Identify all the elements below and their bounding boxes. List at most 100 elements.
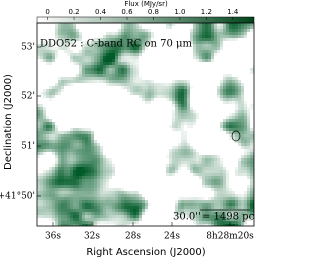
image-pixel	[88, 221, 91, 224]
image-pixel	[139, 77, 142, 80]
image-pixel	[37, 182, 40, 185]
image-pixel	[118, 194, 121, 197]
image-pixel	[103, 176, 106, 179]
image-pixel	[85, 68, 88, 71]
image-pixel	[169, 125, 172, 128]
image-pixel	[184, 86, 187, 89]
image-pixel	[223, 212, 226, 215]
image-pixel	[76, 218, 79, 221]
image-pixel	[70, 203, 73, 206]
image-pixel	[73, 206, 76, 209]
image-pixel	[91, 203, 94, 206]
image-pixel	[91, 188, 94, 191]
image-pixel	[103, 158, 106, 161]
image-pixel	[49, 122, 52, 125]
image-pixel	[211, 170, 214, 173]
image-pixel	[181, 119, 184, 122]
image-pixel	[205, 221, 208, 224]
image-pixel	[175, 161, 178, 164]
image-pixel	[64, 185, 67, 188]
image-pixel	[184, 200, 187, 203]
image-pixel	[205, 158, 208, 161]
image-pixel	[187, 215, 190, 218]
image-pixel	[67, 167, 70, 170]
image-pixel	[181, 98, 184, 101]
image-pixel	[112, 41, 115, 44]
image-pixel	[202, 23, 205, 26]
image-pixel	[112, 62, 115, 65]
image-pixel	[154, 95, 157, 98]
image-pixel	[196, 173, 199, 176]
image-pixel	[46, 209, 49, 212]
image-pixel	[97, 167, 100, 170]
image-pixel	[94, 170, 97, 173]
image-pixel	[226, 128, 229, 131]
image-pixel	[88, 188, 91, 191]
image-pixel	[205, 176, 208, 179]
image-pixel	[235, 173, 238, 176]
image-pixel	[124, 59, 127, 62]
image-pixel	[253, 185, 254, 188]
image-pixel	[187, 86, 190, 89]
image-pixel	[46, 143, 49, 146]
image-pixel	[73, 131, 76, 134]
image-pixel	[193, 173, 196, 176]
x-axis-label: Right Ascension (J2000)	[86, 247, 205, 258]
image-pixel	[250, 155, 253, 158]
image-pixel	[223, 125, 226, 128]
image-pixel	[58, 41, 61, 44]
image-pixel	[202, 44, 205, 47]
image-pixel	[235, 131, 238, 134]
image-pixel	[145, 101, 148, 104]
image-pixel	[250, 179, 253, 182]
image-pixel	[211, 203, 214, 206]
image-pixel	[130, 71, 133, 74]
image-pixel	[193, 200, 196, 203]
image-pixel	[100, 164, 103, 167]
image-pixel	[253, 167, 254, 170]
image-pixel	[172, 113, 175, 116]
image-pixel	[196, 38, 199, 41]
image-pixel	[211, 188, 214, 191]
image-pixel	[40, 53, 43, 56]
image-pixel	[58, 89, 61, 92]
image-pixel	[181, 113, 184, 116]
image-pixel	[178, 89, 181, 92]
image-pixel	[136, 32, 139, 35]
image-pixel	[55, 179, 58, 182]
image-pixel	[61, 80, 64, 83]
image-pixel	[247, 206, 250, 209]
image-pixel	[91, 134, 94, 137]
image-pixel	[217, 188, 220, 191]
image-pixel	[130, 53, 133, 56]
image-pixel	[79, 56, 82, 59]
image-pixel	[37, 212, 40, 215]
image-pixel	[121, 194, 124, 197]
image-pixel	[232, 191, 235, 194]
image-pixel	[244, 134, 247, 137]
image-pixel	[169, 170, 172, 173]
image-pixel	[145, 92, 148, 95]
image-pixel	[202, 167, 205, 170]
image-pixel	[232, 86, 235, 89]
image-pixel	[199, 32, 202, 35]
image-pixel	[106, 38, 109, 41]
image-pixel	[124, 56, 127, 59]
image-pixel	[124, 83, 127, 86]
image-pixel	[73, 191, 76, 194]
image-pixel	[106, 83, 109, 86]
image-pixel	[184, 140, 187, 143]
image-pixel	[73, 62, 76, 65]
image-pixel	[73, 173, 76, 176]
image-pixel	[43, 59, 46, 62]
image-pixel	[124, 86, 127, 89]
image-pixel	[70, 140, 73, 143]
image-pixel	[226, 119, 229, 122]
image-pixel	[58, 161, 61, 164]
image-pixel	[238, 86, 241, 89]
image-pixel	[193, 203, 196, 206]
image-pixel	[229, 77, 232, 80]
image-pixel	[76, 74, 79, 77]
image-pixel	[64, 206, 67, 209]
image-pixel	[154, 92, 157, 95]
